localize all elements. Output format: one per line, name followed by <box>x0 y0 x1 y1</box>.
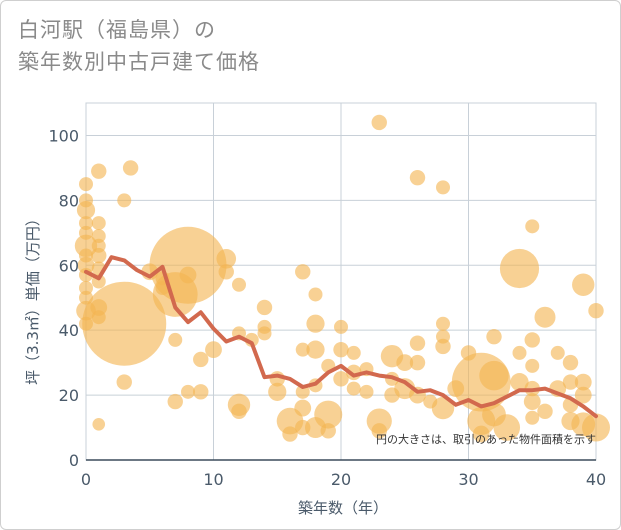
bubble-point <box>409 354 426 371</box>
bubble-point <box>218 264 234 280</box>
y-tick-label: 60 <box>59 256 79 275</box>
bubble-point <box>346 381 361 396</box>
bubble-point <box>525 358 540 373</box>
bubble-point <box>82 281 167 366</box>
bubble-point <box>562 354 579 371</box>
bubble-point <box>431 396 455 420</box>
bubble-point <box>574 373 592 391</box>
bubble-point <box>396 354 414 372</box>
chart-title: 白河駅（福島県）の 築年数別中古戸建て価格 <box>18 14 260 78</box>
bubble-point <box>256 299 273 316</box>
bubble-point <box>359 384 374 399</box>
bubble-point <box>79 177 93 192</box>
bubble-point <box>232 277 246 292</box>
y-tick-label: 20 <box>59 386 79 405</box>
bubble-point <box>537 403 553 420</box>
bubble-point <box>231 403 247 420</box>
bubble-point <box>91 247 107 264</box>
axes: 0 10 20 30 40 0 20 40 60 80 100 <box>48 126 606 489</box>
bubble-point <box>282 426 298 442</box>
bubble-point <box>333 371 349 387</box>
bubble-point <box>479 360 509 391</box>
bubble-point <box>79 216 93 231</box>
bubble-point <box>436 316 450 331</box>
bubble-point <box>320 423 336 439</box>
title-line-2: 築年数別中古戸建て価格 <box>18 50 260 74</box>
bubble-point <box>512 345 527 360</box>
bubble-point <box>435 338 451 355</box>
x-axis-label: 築年数（年） <box>298 499 388 517</box>
bubble-point <box>534 306 556 328</box>
bubble-point <box>486 328 502 345</box>
bubble-point <box>371 423 387 439</box>
bubble-point <box>91 163 107 179</box>
bubble-point <box>409 335 426 351</box>
bubble-point <box>168 332 183 347</box>
bubble-point <box>510 373 529 392</box>
x-tick-label: 10 <box>203 470 223 489</box>
bubble-point <box>308 287 323 302</box>
bubble-point <box>562 374 579 390</box>
y-tick-label: 80 <box>59 191 79 210</box>
y-tick-label: 40 <box>59 321 79 340</box>
bubble-point <box>116 374 132 390</box>
average-price-line <box>84 255 598 419</box>
bubble-point <box>523 393 541 410</box>
x-tick-label: 30 <box>458 470 478 489</box>
bubble-point <box>193 384 209 400</box>
bubble-point <box>294 399 312 417</box>
bubble-point <box>295 342 310 357</box>
bubble-series <box>74 114 610 443</box>
bubble-point <box>306 314 325 333</box>
bubble-point <box>525 219 540 234</box>
bubble-point <box>524 332 540 348</box>
average-line-series <box>84 255 598 419</box>
title-line-1: 白河駅（福島県）の <box>18 18 216 42</box>
y-tick-label: 0 <box>69 451 79 470</box>
bubble-point <box>306 340 325 359</box>
bubble-point <box>92 418 106 431</box>
bubble-point <box>76 201 96 220</box>
bubble-point <box>257 326 272 341</box>
bubble-point <box>79 280 93 295</box>
bubble-point <box>550 345 565 360</box>
bubble-point <box>493 414 521 441</box>
bubble-point <box>268 382 287 401</box>
bubble-point <box>205 341 222 359</box>
bubble-point <box>181 384 195 399</box>
bubble-point <box>179 266 197 284</box>
y-axis-label: 坪（3.3㎡）単価（万円） <box>24 211 42 385</box>
bubble-point <box>193 351 209 368</box>
bubble-point <box>91 216 106 231</box>
bubble-point <box>216 248 237 269</box>
bubble-point <box>149 226 227 304</box>
bubble-point <box>582 413 610 442</box>
bubble-point <box>371 114 387 131</box>
x-tick-label: 0 <box>81 470 91 489</box>
x-tick-label: 20 <box>331 470 351 489</box>
bubble-point <box>295 384 310 399</box>
bubble-point <box>499 248 540 289</box>
bubble-point <box>91 229 106 244</box>
bubble-point <box>409 169 426 186</box>
y-tick-label: 100 <box>48 126 79 145</box>
bubble-point <box>574 386 592 404</box>
bubble-point <box>295 264 311 280</box>
bubble-point <box>334 319 348 334</box>
bubble-point <box>122 160 139 176</box>
bubble-point <box>588 303 604 319</box>
bubble-point <box>525 410 540 425</box>
bubble-point <box>436 180 450 195</box>
bubble-point <box>572 273 595 296</box>
bubble-point <box>314 400 343 429</box>
bubble-point <box>333 341 349 358</box>
x-tick-label: 40 <box>586 470 606 489</box>
bubble-point <box>346 345 361 360</box>
size-annotation: 円の大きさは、取引のあった物件面積を示す <box>376 432 596 446</box>
bubble-point <box>472 425 490 443</box>
bubble-point <box>167 393 183 410</box>
bubble-point <box>117 193 132 208</box>
